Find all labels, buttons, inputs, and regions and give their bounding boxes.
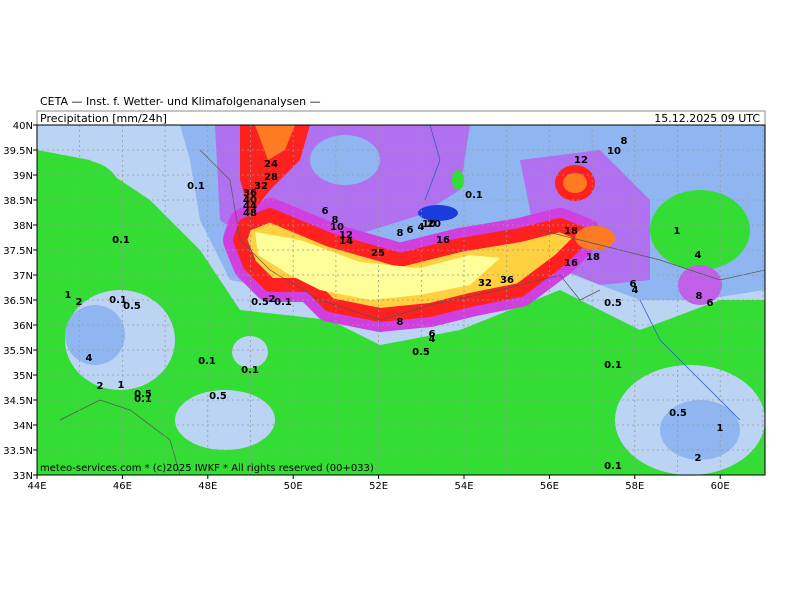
contour-label: 0.5 bbox=[604, 298, 622, 309]
contour-label: 0.5 bbox=[669, 408, 687, 419]
lat-label: 36N bbox=[13, 321, 33, 332]
contour-label: 1 bbox=[118, 380, 125, 391]
contour-label: 2 bbox=[269, 294, 276, 305]
contour-label: 40 bbox=[243, 195, 257, 206]
contour-label: 2 bbox=[76, 297, 83, 308]
contour-label: 36 bbox=[500, 275, 514, 286]
contour-label: 0.1 bbox=[241, 365, 259, 376]
contour-label: 18 bbox=[564, 226, 578, 237]
lat-label: 38.5N bbox=[3, 196, 33, 207]
precip-field bbox=[37, 125, 765, 475]
lat-label: 38N bbox=[13, 221, 33, 232]
contour-label: 2 bbox=[97, 381, 104, 392]
contour-label: 4 bbox=[632, 285, 639, 296]
contour-label: 4 bbox=[86, 353, 93, 364]
contour-label: 1 bbox=[717, 423, 724, 434]
lon-label: 58E bbox=[625, 481, 644, 492]
valid-time: 15.12.2025 09 UTC bbox=[654, 112, 760, 125]
lat-label: 34N bbox=[13, 421, 33, 432]
contour-label: 25 bbox=[371, 248, 385, 259]
contour-label: 12 bbox=[574, 155, 588, 166]
contour-label: 6 bbox=[407, 225, 414, 236]
lon-label: 50E bbox=[284, 481, 303, 492]
contour-label: 0.1 bbox=[604, 360, 622, 371]
contour-label: 6 bbox=[707, 298, 714, 309]
contour-label: 20 bbox=[427, 219, 441, 230]
lat-label: 35N bbox=[13, 371, 33, 382]
contour-label: 16 bbox=[564, 258, 578, 269]
contour-label: 6 bbox=[429, 329, 436, 340]
map-frame bbox=[36, 124, 766, 476]
lat-label: 33N bbox=[13, 471, 33, 482]
contour-label: 0.1 bbox=[134, 394, 152, 405]
contour-label: 48 bbox=[243, 208, 257, 219]
contour-label: 0.5 bbox=[412, 347, 430, 358]
contour-label: 28 bbox=[264, 172, 278, 183]
lat-label: 36.5N bbox=[3, 296, 33, 307]
contour-label: 24 bbox=[264, 159, 278, 170]
contour-label: 36 bbox=[243, 188, 257, 199]
lat-label: 33.5N bbox=[3, 446, 33, 457]
contour-label: 18 bbox=[586, 252, 600, 263]
contour-label: 10 bbox=[330, 222, 344, 233]
lon-label: 60E bbox=[711, 481, 730, 492]
contour-label: 2 bbox=[695, 453, 702, 464]
lat-label: 40N bbox=[13, 121, 33, 132]
contour-label: 6 bbox=[322, 206, 329, 217]
lat-label: 34.5N bbox=[3, 396, 33, 407]
contour-labels: 24 28 32 36 40 44 48 0.1 0.1 6 8 10 12 1… bbox=[65, 136, 724, 472]
lat-label: 37.5N bbox=[3, 246, 33, 257]
contour-label: 0.1 bbox=[109, 295, 127, 306]
contour-label: 0.5 bbox=[251, 297, 269, 308]
parameter: Precipitation [mm/24h] bbox=[40, 112, 167, 125]
contour-label: 1 bbox=[674, 226, 681, 237]
lon-label: 46E bbox=[113, 481, 132, 492]
lon-label: 54E bbox=[454, 481, 473, 492]
header-title: CETA — Inst. f. Wetter- und Klimafolgena… bbox=[40, 95, 321, 108]
contour-label: 16 bbox=[436, 235, 450, 246]
lat-label: 39N bbox=[13, 171, 33, 182]
contour-label: 0.1 bbox=[465, 190, 483, 201]
lat-label: 37N bbox=[13, 271, 33, 282]
contour-label: 0.5 bbox=[123, 301, 141, 312]
contour-label: 14 bbox=[339, 236, 353, 247]
contour-label: 4 bbox=[429, 334, 436, 345]
copyright: meteo-services.com * (c)2025 IWKF * All … bbox=[40, 463, 374, 474]
lat-label: 39.5N bbox=[3, 146, 33, 157]
lon-label: 56E bbox=[540, 481, 559, 492]
contour-label: 0.1 bbox=[274, 297, 292, 308]
contour-label: 4 bbox=[695, 250, 702, 261]
lon-label: 44E bbox=[27, 481, 46, 492]
contour-label: 8 bbox=[621, 136, 628, 147]
contour-label: 8 bbox=[696, 291, 703, 302]
lon-label: 48E bbox=[198, 481, 217, 492]
contour-label: 6 bbox=[630, 279, 637, 290]
contour-label: 10 bbox=[422, 219, 436, 230]
contour-label: 32 bbox=[254, 181, 268, 192]
contour-label: 12 bbox=[339, 230, 353, 241]
contour-label: 8 bbox=[332, 215, 339, 226]
contour-label: 44 bbox=[243, 201, 257, 212]
lon-label: 52E bbox=[369, 481, 388, 492]
contour-label: 4 bbox=[418, 222, 425, 233]
contour-label: 8 bbox=[397, 317, 404, 328]
contour-label: 0.5 bbox=[209, 391, 227, 402]
contour-label: 32 bbox=[478, 278, 492, 289]
contour-label: 0.1 bbox=[112, 235, 130, 246]
contour-label: 10 bbox=[607, 146, 621, 157]
contour-label: 0.1 bbox=[604, 461, 622, 472]
contour-label: 0.1 bbox=[187, 181, 205, 192]
contour-label: 8 bbox=[397, 228, 404, 239]
contour-label: 1 bbox=[65, 290, 72, 301]
contour-label: 0.5 bbox=[134, 389, 152, 400]
contour-label: 0.1 bbox=[198, 356, 216, 367]
lat-label: 35.5N bbox=[3, 346, 33, 357]
